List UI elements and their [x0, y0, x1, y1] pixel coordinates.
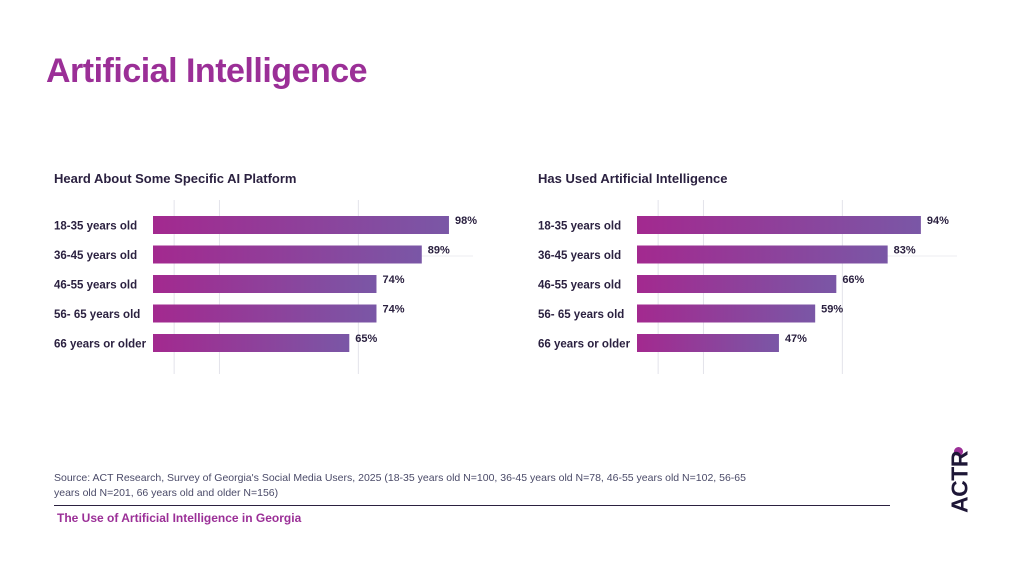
bar — [153, 334, 350, 352]
category-label: 46-55 years old — [538, 280, 621, 292]
bar — [153, 216, 449, 234]
category-label: 56- 65 years old — [54, 309, 140, 321]
data-label: 74% — [382, 274, 404, 286]
page-title: Artificial Intelligence — [46, 52, 368, 90]
footer-divider — [54, 505, 890, 506]
data-label: 65% — [355, 333, 377, 345]
data-label: 89% — [428, 245, 450, 257]
bar — [153, 304, 377, 323]
data-label: 59% — [821, 304, 843, 316]
data-label: 83% — [894, 245, 916, 257]
category-label: 18-35 years old — [538, 221, 621, 233]
data-label: 47% — [785, 333, 807, 345]
logo-dot — [954, 447, 963, 456]
data-label: 98% — [455, 215, 477, 227]
category-label: 66 years or older — [54, 339, 147, 351]
data-label: 74% — [382, 304, 404, 316]
bar — [637, 304, 816, 323]
bar-chart-svg: 18-35 years old 98% 36-45 years old 89% 46-5… — [54, 200, 477, 374]
logo-text: ACTR — [946, 451, 973, 513]
bar-chart-svg: 18-35 years old 94% 36-45 years old 83% 46-5… — [538, 200, 957, 374]
actr-logo: ACTR — [944, 444, 980, 524]
category-label: 56- 65 years old — [538, 309, 624, 321]
bar — [637, 245, 888, 264]
bar — [637, 275, 837, 293]
source-note: Source: ACT Research, Survey of Georgia'… — [54, 472, 746, 499]
category-label: 36-45 years old — [538, 250, 621, 262]
bar — [153, 275, 377, 293]
data-label: 66% — [842, 274, 864, 286]
bar — [637, 334, 779, 352]
chart-heard-about-ai-platform: Heard About Some Specific AI Platform 18… — [54, 168, 534, 383]
chart-title: Heard About Some Specific AI Platform — [54, 171, 297, 186]
category-label: 46-55 years old — [54, 280, 137, 292]
data-label: 94% — [927, 215, 949, 227]
category-label: 36-45 years old — [54, 250, 137, 262]
bar — [153, 245, 422, 264]
category-label: 66 years or older — [538, 339, 631, 351]
footer-title: The Use of Artificial Intelligence in Ge… — [57, 511, 302, 525]
chart-title: Has Used Artificial Intelligence — [538, 171, 728, 186]
category-label: 18-35 years old — [54, 221, 137, 233]
chart-has-used-ai: Has Used Artificial Intelligence 18-35 y… — [538, 168, 1018, 383]
bar — [637, 216, 921, 234]
